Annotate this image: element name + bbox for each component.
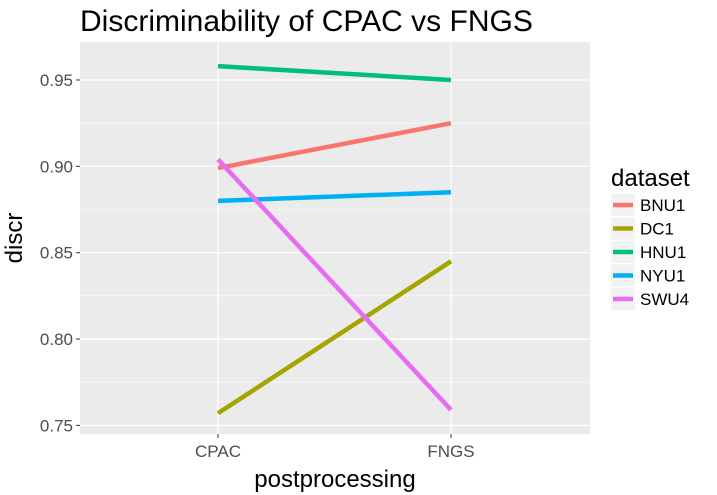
series-line-swu4	[216, 157, 453, 412]
x-tick-label: CPAC	[195, 442, 241, 461]
y-tick-label: 0.85	[40, 244, 73, 263]
chart-title: Discriminability of CPAC vs FNGS	[80, 5, 533, 38]
minor-gridlines	[80, 122, 590, 383]
x-tick-label: FNGS	[427, 442, 474, 461]
y-tick-label: 0.80	[40, 330, 73, 349]
series-line-hnu1	[217, 63, 452, 83]
legend: dataset BNU1 DC1 HNU1 NYU1 SWU4	[611, 165, 690, 310]
legend-label: BNU1	[640, 196, 685, 215]
legend-label: DC1	[640, 220, 674, 239]
x-axis-title: postprocessing	[254, 466, 415, 493]
series-line-dc1	[216, 259, 453, 416]
y-axis: 0.75 0.80 0.85 0.90 0.95	[40, 71, 80, 435]
legend-items: BNU1 DC1 HNU1 NYU1 SWU4	[611, 194, 689, 310]
y-tick-label: 0.75	[40, 416, 73, 435]
series-line-bnu1	[217, 120, 452, 171]
x-axis: CPAC FNGS	[195, 434, 475, 461]
legend-title: dataset	[611, 165, 690, 192]
legend-label: NYU1	[640, 267, 685, 286]
legend-label: HNU1	[640, 243, 686, 262]
legend-label: SWU4	[640, 290, 689, 309]
y-tick-label: 0.90	[40, 157, 73, 176]
series-lines	[216, 63, 453, 416]
y-tick-label: 0.95	[40, 71, 73, 90]
plot-panel	[80, 42, 590, 434]
y-axis-title: discr	[1, 213, 28, 264]
